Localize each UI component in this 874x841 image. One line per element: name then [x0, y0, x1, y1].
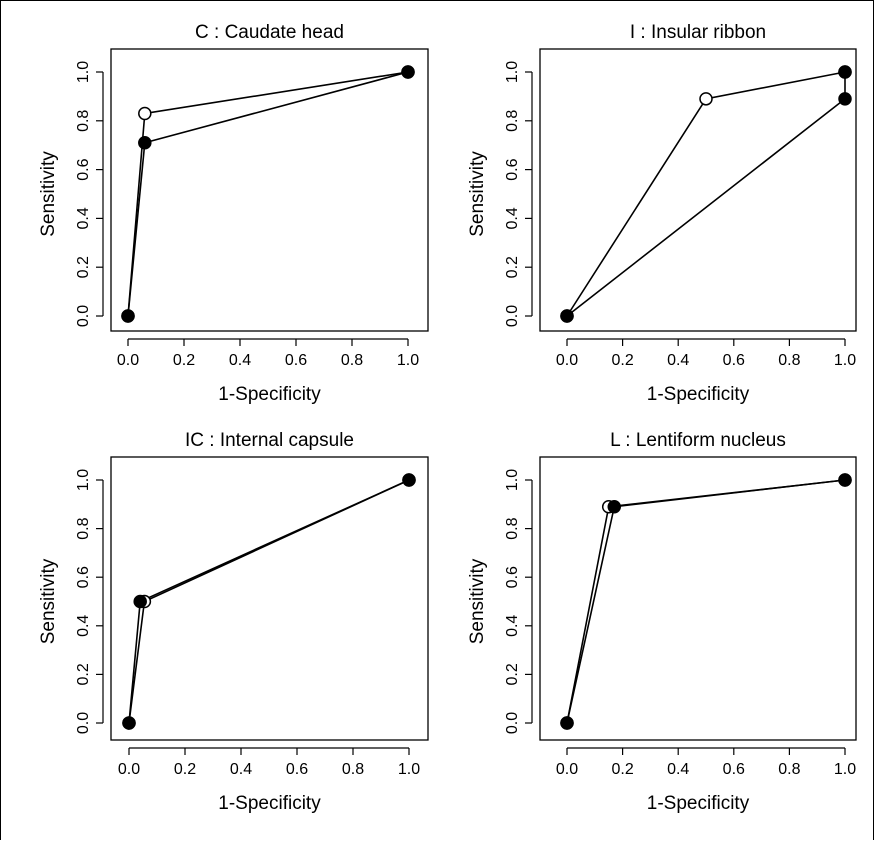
y-tick-label: 0.0: [75, 712, 92, 734]
x-tick-label: 0.6: [286, 761, 308, 778]
y-tick-label: 0.4: [504, 615, 521, 637]
filled-point: [402, 473, 416, 487]
y-tick-label: 1.0: [75, 469, 92, 491]
filled-point: [560, 716, 574, 730]
roc-line-series-2: [128, 479, 410, 724]
y-axis-title: Sensitivity: [467, 558, 488, 644]
roc-panel-1: C : Caudate head 0.0 0.2 0.4 0.6 0.8 1.0 1-Spec…: [38, 22, 429, 405]
filled-point: [607, 499, 622, 514]
y-tick-label: 0.2: [504, 256, 521, 278]
y-tick-label: 0.6: [75, 566, 92, 588]
x-tick-label: 0.6: [723, 761, 745, 778]
y-tick-label: 0.6: [75, 158, 92, 180]
x-tick-label: 0.0: [556, 352, 578, 369]
filled-point: [121, 309, 135, 323]
filled-point: [838, 92, 852, 106]
y-tick-label: 1.0: [504, 61, 521, 83]
y-tick-label: 0.4: [75, 615, 92, 637]
plot-frame: [110, 456, 429, 741]
x-tick-label: 0.0: [118, 761, 140, 778]
x-tick-label: 0.2: [611, 761, 633, 778]
y-tick-label: 1.0: [75, 61, 92, 83]
plot-frame: [110, 48, 429, 332]
y-tick-label: 0.8: [504, 517, 521, 539]
x-tick-label: 0.8: [778, 761, 800, 778]
panel-title: L : Lentiform nucleus: [610, 430, 786, 451]
x-tick-label: 1.0: [834, 352, 856, 369]
x-tick-label: 1.0: [397, 352, 419, 369]
y-tick-label: 0.8: [504, 110, 521, 132]
y-axis-title: Sensitivity: [38, 151, 59, 237]
x-tick-label: 0.6: [723, 352, 745, 369]
roc-line-series-2: [566, 72, 846, 317]
roc-line-series-1: [566, 71, 846, 317]
y-axis-title: Sensitivity: [467, 151, 488, 237]
y-tick-label: 0.8: [75, 517, 92, 539]
x-tick-label: 0.8: [341, 352, 363, 369]
y-tick-label: 0.0: [75, 305, 92, 327]
y-tick-label: 0.4: [504, 207, 521, 229]
x-axis-title: 1-Specificity: [218, 793, 321, 814]
x-tick-label: 0.2: [174, 761, 196, 778]
panel-title: IC : Internal capsule: [185, 430, 354, 451]
plot-frame: [539, 456, 857, 741]
plot-frame: [539, 48, 857, 332]
y-tick-label: 0.6: [504, 158, 521, 180]
open-point: [699, 92, 713, 106]
filled-point: [133, 594, 147, 609]
filled-point: [560, 309, 574, 323]
y-tick-label: 0.0: [504, 305, 521, 327]
x-tick-label: 0.2: [173, 352, 195, 369]
x-tick-label: 1.0: [398, 761, 420, 778]
filled-point: [838, 473, 852, 487]
y-axis-title: Sensitivity: [38, 558, 59, 644]
y-tick-label: 0.2: [75, 256, 92, 278]
y-tick-label: 0.2: [504, 663, 521, 685]
roc-line-series-1: [566, 479, 846, 724]
x-tick-label: 0.2: [611, 352, 633, 369]
x-axis-title: 1-Specificity: [647, 384, 750, 405]
y-tick-label: 0.8: [75, 110, 92, 132]
panel-title: I : Insular ribbon: [630, 22, 766, 43]
open-point: [138, 106, 152, 121]
x-axis-title: 1-Specificity: [647, 793, 750, 814]
x-tick-label: 0.8: [342, 761, 364, 778]
y-tick-label: 0.2: [75, 663, 92, 685]
roc-line-series-1: [127, 71, 409, 317]
y-tick-label: 0.6: [504, 566, 521, 588]
roc-line-series-2: [566, 479, 846, 724]
y-tick-label: 0.0: [504, 712, 521, 734]
filled-point: [122, 716, 136, 730]
roc-panel-2: I : Insular ribbon 0.0 0.2 0.4 0.6 0.8 1.0 1-Sp…: [467, 22, 857, 405]
x-tick-label: 0.0: [117, 352, 139, 369]
x-tick-label: 0.4: [230, 761, 252, 778]
filled-point: [838, 65, 852, 79]
x-tick-label: 0.4: [229, 352, 251, 369]
y-tick-label: 0.4: [75, 207, 92, 229]
roc-panel-4: L : Lentiform nucleus 0.0 0.2 0.4 0.6 0.8 1.0 1…: [467, 430, 857, 814]
x-tick-label: 0.0: [556, 761, 578, 778]
panel-title: C : Caudate head: [195, 22, 344, 43]
filled-point: [138, 136, 152, 150]
x-axis-title: 1-Specificity: [218, 384, 321, 405]
x-tick-label: 0.8: [778, 352, 800, 369]
x-tick-label: 1.0: [834, 761, 856, 778]
roc-line-series-2: [127, 71, 409, 317]
x-tick-label: 0.4: [667, 761, 689, 778]
y-tick-label: 1.0: [504, 469, 521, 491]
roc-line-series-1: [128, 479, 410, 724]
roc-panel-3: IC : Internal capsule 0.0 0.2 0.4 0.6 0.8 1.0 1…: [38, 430, 429, 814]
x-tick-label: 0.6: [285, 352, 307, 369]
x-tick-label: 0.4: [667, 352, 689, 369]
filled-point: [401, 65, 415, 79]
